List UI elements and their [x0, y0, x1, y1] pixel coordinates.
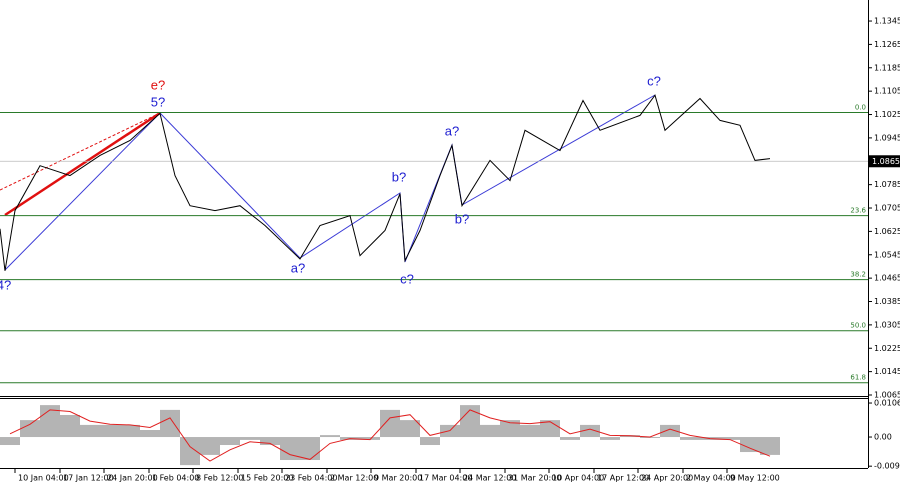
histogram-bar: [660, 424, 680, 438]
wave-label: a?: [445, 123, 459, 138]
y-tick-label: 1.1265: [874, 40, 900, 49]
y-tick-label: 1.0225: [874, 344, 900, 353]
histogram-bar: [380, 409, 400, 438]
histogram-bar: [140, 430, 160, 438]
y-tick-label: 1.0705: [874, 204, 900, 213]
wave-label: 4?: [0, 277, 11, 292]
wave-label: 5?: [151, 94, 165, 109]
histogram-bar: [400, 420, 420, 438]
x-tick-label: 10 Jan 04:00: [18, 474, 69, 483]
wave-label: c?: [400, 271, 414, 286]
price-line: [0, 94, 771, 271]
x-tick-label: 24 Jan 20:00: [107, 474, 158, 483]
histogram-bar: [300, 437, 320, 461]
wave-label: a?: [291, 260, 305, 275]
histogram-bar: [220, 437, 240, 446]
y-tick-label: 0.01065: [874, 399, 900, 408]
wave-trend: [4, 111, 161, 217]
histogram-bar: [320, 435, 340, 438]
y-tick-label: 1.0785: [874, 180, 900, 189]
histogram-bar: [720, 437, 740, 440]
histogram-bar: [600, 437, 620, 440]
x-tick-label: 17 Apr 12:00: [597, 474, 649, 483]
histogram-bar: [520, 424, 540, 438]
y-tick-label: 1.0145: [874, 367, 900, 376]
wave-label: b?: [392, 169, 406, 184]
histogram-bar: [760, 437, 780, 455]
current-price-box: [869, 155, 900, 168]
x-tick-label: 2 Mar 12:00: [330, 474, 378, 483]
wave-label: c?: [647, 73, 661, 88]
histogram-bar: [360, 437, 380, 440]
x-tick-label: 15 Feb 20:00: [241, 474, 293, 483]
y-tick-label: 0.00: [874, 433, 892, 442]
histogram-bar: [80, 424, 100, 438]
fib-label: 23.6: [850, 207, 866, 215]
histogram-bar: [480, 424, 500, 438]
y-tick-label: 1.0465: [874, 274, 900, 283]
wave-label: b?: [455, 211, 469, 226]
y-tick-label: 1.0945: [874, 133, 900, 142]
histogram-bar: [60, 415, 80, 438]
x-tick-label: 24 Apr 20:00: [641, 474, 693, 483]
x-tick-label: 23 Feb 04:00: [285, 474, 337, 483]
current-price-label: 1.0865: [872, 157, 900, 166]
histogram-bar: [160, 409, 180, 438]
y-tick-label: 1.0385: [874, 297, 900, 306]
y-tick-label: 1.0625: [874, 227, 900, 236]
histogram-bar: [560, 437, 580, 440]
y-tick-label: 1.0065: [874, 391, 900, 400]
histogram-bar: [180, 437, 200, 466]
x-tick-label: 10 Apr 04:00: [552, 474, 604, 483]
histogram-bar: [740, 437, 760, 453]
histogram-bar: [460, 405, 480, 438]
x-tick-label: 8 Feb 12:00: [196, 474, 243, 483]
histogram-bar: [680, 437, 700, 440]
x-tick-label: 9 May 12:00: [730, 474, 780, 483]
histogram-bar: [580, 424, 600, 438]
y-tick-label: 1.1025: [874, 110, 900, 119]
fib-label: 38.2: [850, 271, 866, 279]
fib-label: 0.0: [855, 103, 866, 111]
x-tick-label: 31 Mar 20:00: [508, 474, 561, 483]
fib-label: 50.0: [850, 322, 866, 330]
histogram-bar: [500, 420, 520, 438]
y-tick-label: 1.1105: [874, 87, 900, 96]
y-tick-label: -0.00913: [874, 462, 900, 471]
histogram-bar: [200, 437, 220, 455]
x-tick-label: 1 Feb 04:00: [152, 474, 199, 483]
signal-line: [9, 409, 771, 462]
histogram-bar: [120, 424, 140, 438]
x-tick-label: 24 Mar 12:00: [463, 474, 516, 483]
wave-trend-dashed: [0, 112, 161, 191]
histogram-bar: [240, 437, 260, 440]
x-tick-label: 17 Jan 12:00: [63, 474, 114, 483]
x-tick-label: 17 Mar 04:00: [419, 474, 472, 483]
y-tick-label: 1.1185: [874, 63, 900, 72]
x-tick-label: 2 May 04:00: [686, 474, 736, 483]
histogram-bar: [280, 437, 300, 461]
histogram-bar: [640, 437, 660, 438]
histogram-bar: [420, 437, 440, 446]
y-tick-label: 1.0545: [874, 250, 900, 259]
y-tick-label: 1.0305: [874, 320, 900, 329]
histogram-bar: [260, 437, 280, 446]
histogram-bar: [20, 420, 40, 438]
fib-label: 61.8: [850, 374, 866, 382]
wave-label: e?: [151, 77, 165, 92]
y-tick-label: 1.1345: [874, 17, 900, 26]
x-tick-label: 9 Mar 20:00: [374, 474, 422, 483]
histogram-bar: [100, 424, 120, 438]
histogram-bar: [0, 437, 20, 446]
